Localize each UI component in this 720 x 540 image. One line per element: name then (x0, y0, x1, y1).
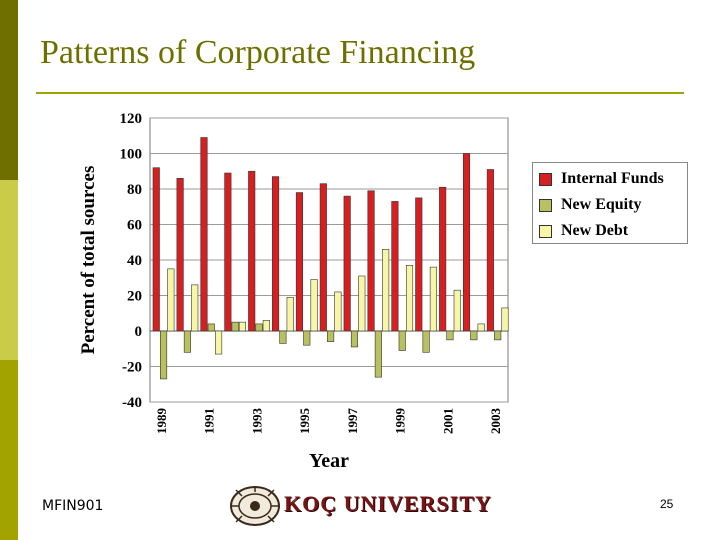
bar-new-debt (477, 323, 485, 332)
course-code: MFIN901 (42, 498, 104, 514)
bar-new-equity (303, 330, 311, 346)
bar-new-equity (183, 330, 191, 353)
page-number: 25 (660, 497, 674, 511)
bar-new-equity (255, 323, 263, 332)
x-tick-label: 1991 (202, 408, 217, 434)
bar-internal-funds (200, 137, 208, 332)
bar-new-debt (310, 279, 318, 332)
bar-new-equity (494, 330, 502, 341)
bar-new-debt (215, 330, 223, 355)
y-tick-label: 100 (120, 147, 143, 163)
x-tick-label: 2001 (440, 408, 455, 434)
x-axis-label: Year (309, 450, 349, 472)
bar-new-debt (358, 275, 366, 332)
bar-new-equity (207, 323, 215, 332)
bar-internal-funds (415, 197, 423, 332)
bar-internal-funds (486, 169, 494, 332)
bar-internal-funds (391, 201, 399, 332)
bar-new-equity (374, 330, 382, 378)
x-tick-label: 1999 (393, 408, 408, 435)
legend-label-new-equity: New Equity (561, 196, 642, 213)
y-tick-label: 60 (127, 218, 142, 234)
bar-new-debt (429, 266, 437, 332)
slide-title: Patterns of Corporate Financing (40, 34, 476, 71)
y-tick-label: 0 (135, 324, 143, 340)
bar-new-debt (405, 265, 414, 332)
legend-swatch-new-debt (539, 224, 552, 238)
side-bar-bottom (0, 360, 18, 540)
bar-new-debt (453, 289, 461, 332)
bar-new-equity (279, 330, 287, 344)
bar-internal-funds (439, 186, 447, 332)
side-bar-top (0, 0, 18, 180)
title-underline (36, 92, 684, 94)
bar-internal-funds (176, 178, 184, 332)
bar-new-equity (231, 321, 239, 332)
x-tick-label: 1989 (154, 408, 169, 435)
bar-new-debt (334, 291, 342, 332)
bar-internal-funds (343, 195, 351, 332)
bar-new-equity (398, 330, 406, 351)
legend-item-new-debt: New Debt (539, 220, 628, 242)
bar-new-equity (446, 330, 454, 341)
y-tick-label: 80 (127, 182, 142, 198)
bar-new-equity (470, 330, 478, 341)
bar-internal-funds (224, 172, 232, 332)
y-axis-label: Percent of total sources (78, 166, 99, 355)
legend-swatch-new-equity (539, 198, 552, 212)
bar-new-debt (286, 296, 294, 332)
y-tick-label: 20 (127, 289, 142, 305)
chart-legend: Internal Funds New Equity New Debt (532, 162, 688, 244)
bar-new-debt (238, 321, 246, 332)
bar-new-equity (327, 330, 335, 342)
bar-internal-funds (462, 153, 471, 332)
bar-new-debt (167, 268, 175, 332)
legend-item-new-equity: New Equity (539, 194, 641, 216)
bar-internal-funds (295, 192, 303, 332)
bar-internal-funds (248, 170, 256, 332)
bar-internal-funds (319, 183, 327, 332)
bar-internal-funds (367, 190, 375, 332)
y-tick-label: 120 (120, 111, 143, 127)
bar-internal-funds (272, 176, 280, 332)
bar-new-equity (350, 330, 359, 348)
x-tick-label: 2003 (488, 408, 503, 435)
university-logo-text: KOÇ UNIVERSITY (284, 491, 492, 516)
bar-new-debt (501, 307, 509, 332)
x-tick-label: 1993 (249, 408, 264, 435)
bar-new-equity (160, 330, 168, 380)
bar-internal-funds (152, 167, 160, 332)
bar-new-debt (191, 284, 199, 332)
legend-swatch-internal-funds (539, 172, 552, 186)
y-tick-label: -20 (122, 360, 142, 376)
legend-label-new-debt: New Debt (561, 222, 629, 239)
legend-item-internal-funds: Internal Funds (539, 168, 664, 190)
x-tick-label: 1997 (345, 408, 360, 435)
x-tick-label: 1995 (297, 408, 312, 435)
bar-new-debt (262, 320, 270, 332)
bar-new-equity (422, 330, 430, 353)
financing-bar-chart: 120 100 80 60 40 20 0 -20 -40 1989 1991 1993 1995 199… (78, 111, 509, 472)
university-seal-icon (230, 486, 280, 526)
y-tick-label: 40 (127, 253, 142, 269)
legend-label-internal-funds: Internal Funds (561, 170, 664, 187)
bar-new-debt (382, 249, 390, 332)
y-tick-label: -40 (122, 395, 142, 411)
side-bar-middle (0, 180, 18, 360)
